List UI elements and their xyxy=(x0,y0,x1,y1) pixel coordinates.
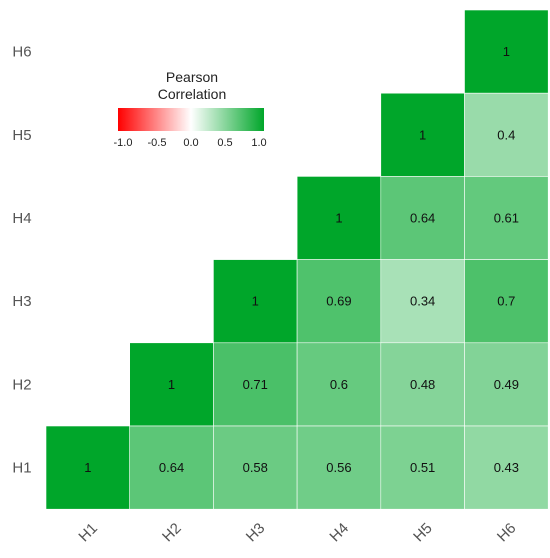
y-tick-label-h1: H1 xyxy=(12,460,31,477)
y-tick-label-h3: H3 xyxy=(12,293,31,310)
x-tick-label-h2: H2 xyxy=(159,520,185,546)
x-axis-labels: H1 H2 H3 H4 H5 H6 xyxy=(75,520,519,546)
cell-value-label: 1 xyxy=(252,294,259,309)
cell-value-label: 0.49 xyxy=(494,377,519,392)
y-tick-label-h2: H2 xyxy=(12,376,31,393)
heatmap-cell-h3-h6 xyxy=(464,259,549,344)
legend-color-bar xyxy=(118,108,264,131)
heatmap-cell-h1-h3 xyxy=(213,425,298,510)
legend-ticks: -1.0 -0.5 0.0 0.5 1.0 xyxy=(114,137,267,149)
x-tick-label-h6: H6 xyxy=(494,520,520,546)
heatmap-cell-h4-h5 xyxy=(380,176,465,260)
legend-title-line-2: Correlation xyxy=(158,86,226,102)
heatmap-cells: 11 0.41 0.64 0.611 0.69 0.34 0.71 0.71 0.6 0.48 0.… xyxy=(45,9,549,510)
heatmap-cell-h1-h1 xyxy=(45,425,130,510)
heatmap-cell-h4-h6 xyxy=(464,176,549,260)
y-axis-labels: H6 H5 H4 H3 H2 H1 xyxy=(12,44,31,477)
y-tick-label-h5: H5 xyxy=(12,127,31,144)
y-tick-label-h4: H4 xyxy=(12,210,31,227)
x-tick-label-h1: H1 xyxy=(75,520,101,546)
legend-tick-label: -0.5 xyxy=(148,137,167,149)
x-tick-label-h3: H3 xyxy=(243,520,269,546)
heatmap-cell-h5-h5 xyxy=(380,92,465,177)
heatmap-cell-h2-h4 xyxy=(296,342,382,427)
heatmap-cell-h5-h6 xyxy=(464,92,549,177)
cell-value-label: 0.7 xyxy=(497,294,515,309)
heatmap-cell-h2-h3 xyxy=(213,342,298,427)
legend: Pearson Correlation -1.0 -0.5 0.0 0.5 1.0 xyxy=(114,69,267,149)
cell-value-label: 0.71 xyxy=(243,377,268,392)
cell-value-label: 0.56 xyxy=(326,460,351,475)
cell-value-label: 0.69 xyxy=(326,294,351,309)
heatmap-cell-h2-h6 xyxy=(464,342,549,427)
cell-value-label: 1 xyxy=(84,460,91,475)
cell-value-label: 0.61 xyxy=(494,211,519,226)
heatmap-cell-h3-h4 xyxy=(296,259,382,344)
cell-value-label: 0.43 xyxy=(494,460,519,475)
cell-value-label: 0.51 xyxy=(410,460,435,475)
heatmap-cell-h1-h6 xyxy=(464,425,549,510)
heatmap-cell-h2-h5 xyxy=(380,342,465,427)
cell-value-label: 0.64 xyxy=(410,211,435,226)
cell-value-label: 0.6 xyxy=(330,377,348,392)
legend-title-line-1: Pearson xyxy=(166,69,218,85)
heatmap-cell-h6-h6 xyxy=(464,9,549,94)
heatmap-cell-h1-h4 xyxy=(296,425,382,510)
legend-tick-label: 0.0 xyxy=(183,137,198,149)
cell-value-label: 0.58 xyxy=(243,460,268,475)
cell-value-label: 0.64 xyxy=(159,460,184,475)
legend-tick-label: 1.0 xyxy=(251,137,266,149)
cell-value-label: 0.48 xyxy=(410,377,435,392)
x-tick-label-h5: H5 xyxy=(410,520,436,546)
cell-value-label: 1 xyxy=(335,211,342,226)
cell-value-label: 1 xyxy=(419,127,426,142)
y-tick-label-h6: H6 xyxy=(12,44,31,61)
heatmap-cell-h1-h2 xyxy=(129,425,214,510)
cell-value-label: 0.4 xyxy=(497,127,515,142)
cell-value-label: 1 xyxy=(168,377,175,392)
x-tick-label-h4: H4 xyxy=(327,520,353,546)
legend-tick-label: -1.0 xyxy=(114,137,133,149)
legend-tick-label: 0.5 xyxy=(217,137,232,149)
cell-value-label: 1 xyxy=(503,44,510,59)
cell-value-label: 0.34 xyxy=(410,294,435,309)
heatmap-cell-h1-h5 xyxy=(380,425,465,510)
heatmap-cell-h4-h4 xyxy=(296,176,382,260)
